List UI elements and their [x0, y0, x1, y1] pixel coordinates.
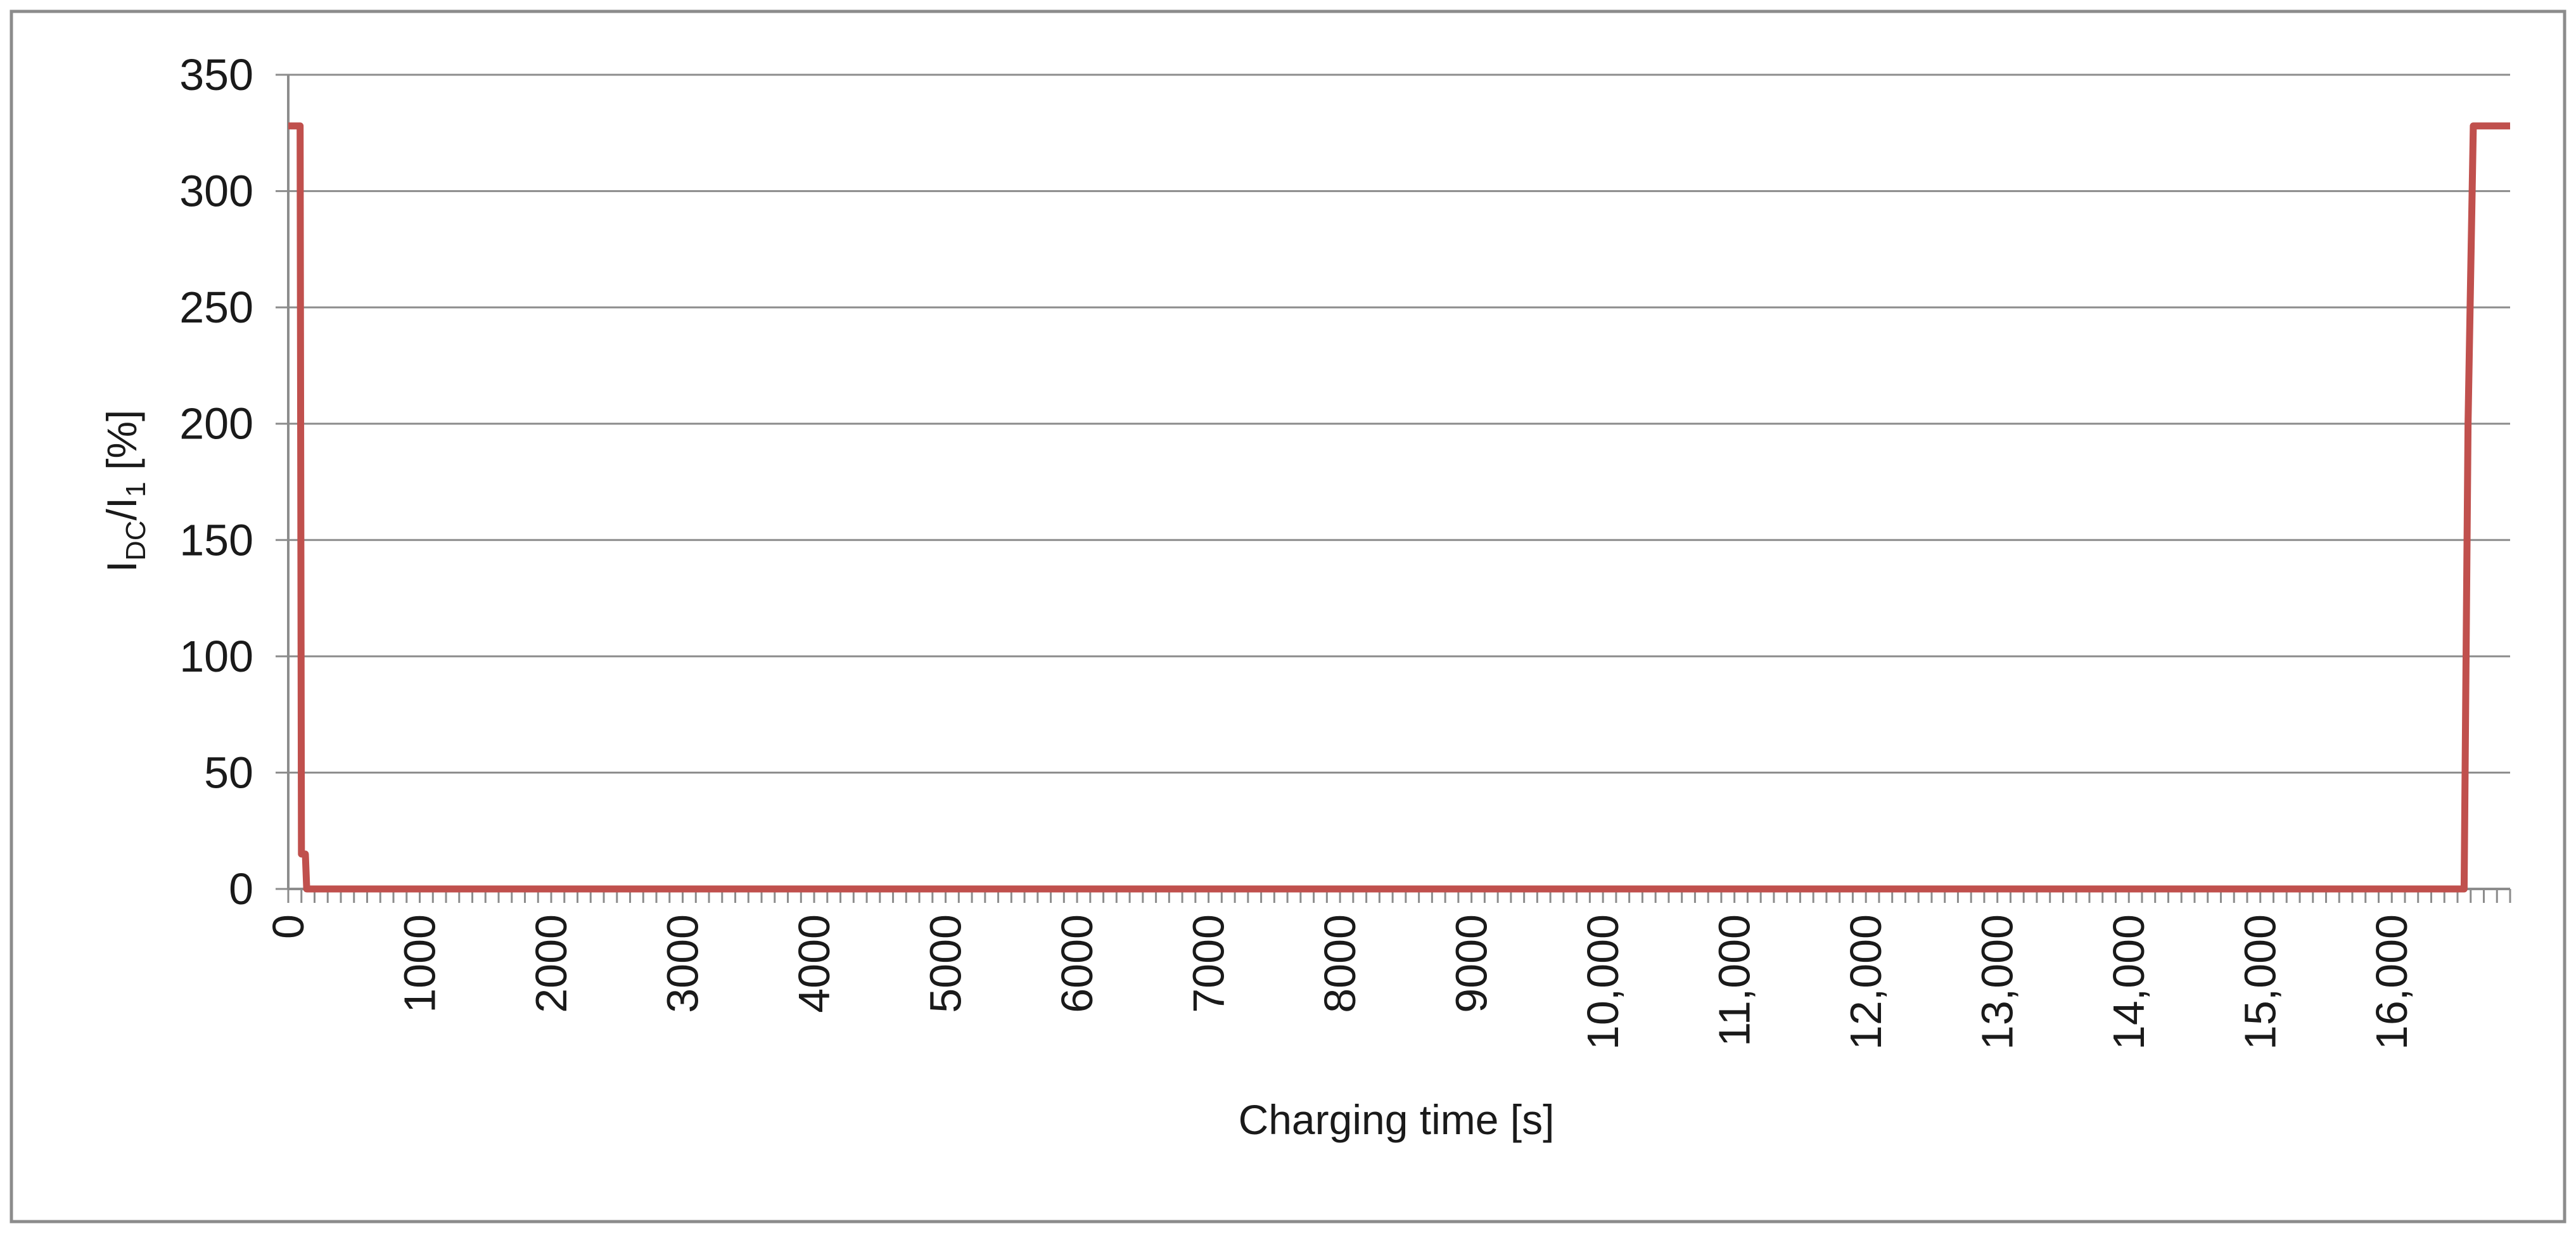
x-tick-label-11: 11,000 [1710, 914, 1759, 1047]
x-tick-label-12: 12,000 [1841, 914, 1891, 1050]
x-tick-label-9: 9000 [1447, 914, 1496, 1013]
y-tick-label-0: 0 [229, 864, 253, 914]
x-tick-label-16: 16,000 [2367, 914, 2416, 1050]
y-axis-title: IDC/I1 [%] [98, 410, 151, 573]
x-tick-labels: 0 1000 2000 3000 4000 5000 6000 7000 8000 9000 10,… [264, 914, 2416, 1050]
y-tick-label-6: 300 [179, 167, 253, 216]
y-title-sub-dc: DC [120, 520, 151, 561]
x-tick-label-5: 5000 [921, 914, 971, 1013]
series-line-0 [288, 122, 2510, 893]
x-tick-label-4: 4000 [789, 914, 839, 1013]
x-axis-title: Charging time [s] [1239, 1096, 1555, 1143]
series-layer [288, 122, 2510, 893]
chart-border [10, 10, 2566, 1223]
y-tick-label-1: 50 [204, 748, 253, 797]
y-title-base: I [98, 561, 145, 572]
y-title-sub-1: 1 [120, 482, 151, 497]
y-tick-label-3: 150 [179, 515, 253, 565]
x-tick-label-1: 1000 [395, 914, 445, 1013]
y-tick-label-7: 350 [179, 50, 253, 99]
x-tick-label-14: 14,000 [2104, 914, 2153, 1050]
x-tick-label-2: 2000 [526, 914, 576, 1013]
y-tick-label-5: 250 [179, 283, 253, 332]
x-tick-label-8: 8000 [1315, 914, 1365, 1013]
y-title-mid: /I [98, 497, 145, 521]
x-tick-label-10: 10,000 [1578, 914, 1628, 1050]
y-tick-label-4: 200 [179, 399, 253, 449]
x-tick-label-13: 13,000 [1973, 914, 2022, 1050]
x-tick-label-0: 0 [264, 914, 313, 939]
x-tick-label-7: 7000 [1184, 914, 1234, 1013]
y-title-unit: [%] [98, 410, 145, 482]
x-tick-label-3: 3000 [658, 914, 708, 1013]
x-tick-label-15: 15,000 [2236, 914, 2285, 1050]
y-tick-labels: 0 50 100 150 200 250 300 350 [179, 50, 253, 914]
grid-lines [288, 73, 2510, 774]
x-tick-label-6: 6000 [1052, 914, 1102, 1013]
y-tick-label-2: 100 [179, 632, 253, 681]
